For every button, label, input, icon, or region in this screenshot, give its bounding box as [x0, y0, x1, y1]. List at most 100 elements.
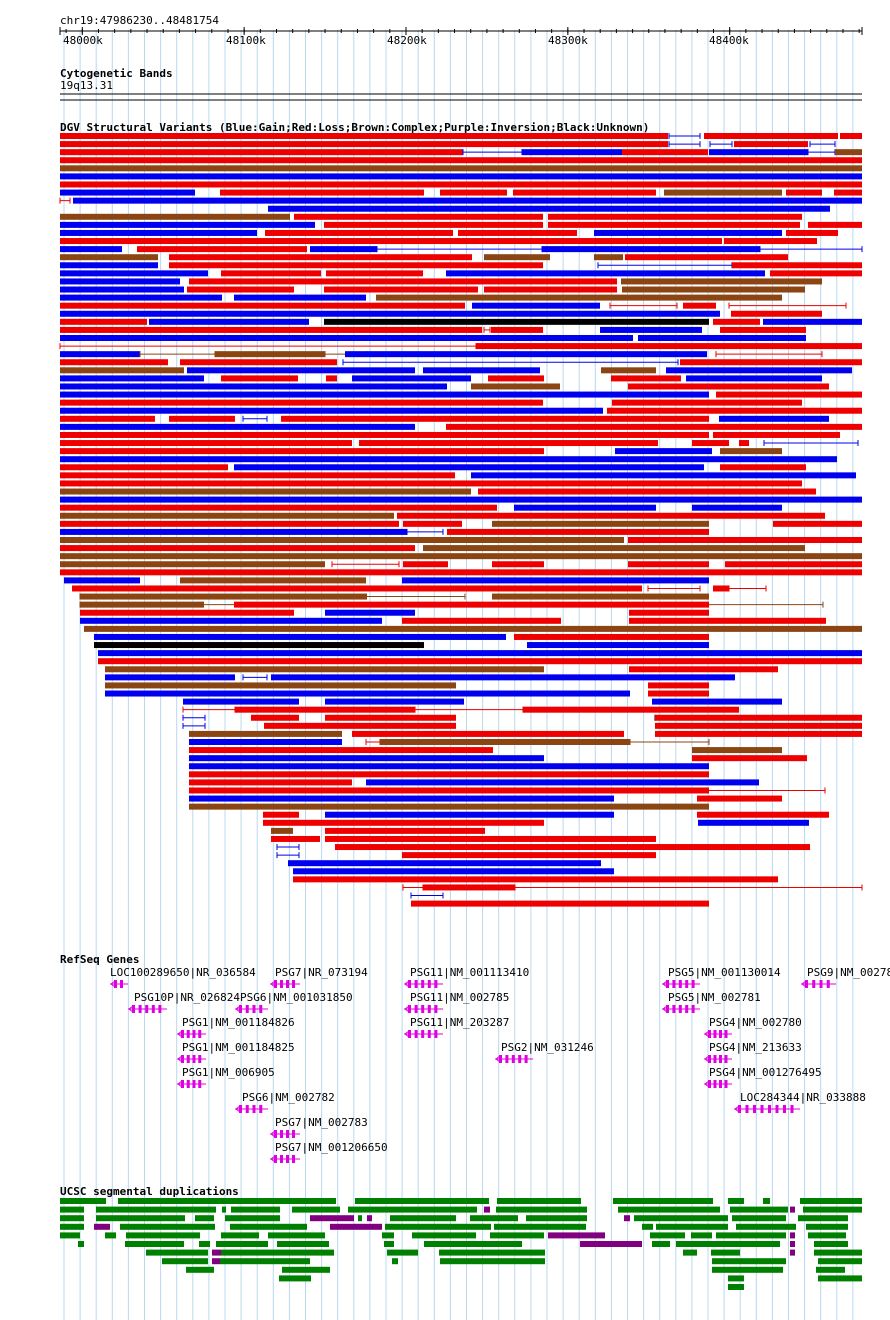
gene-exon — [713, 1055, 717, 1063]
sv-bar — [60, 278, 180, 285]
tick-label-48200k: 48200k — [387, 34, 427, 47]
gene-exon — [292, 1130, 295, 1138]
strand-arrow — [801, 980, 807, 988]
segdup-block — [634, 1215, 728, 1222]
segdup-block — [652, 1241, 670, 1247]
sv-bar — [808, 221, 862, 228]
sv-bar — [629, 609, 709, 616]
sv-bar — [263, 819, 544, 826]
sv-bar — [629, 666, 778, 673]
refseq-gene-label[interactable]: LOC100289650|NR_036584 — [110, 966, 256, 979]
refseq-gene-label[interactable]: PSG7|NR_073194 — [275, 966, 368, 979]
segdup-block — [712, 1266, 783, 1273]
sv-bar — [60, 464, 228, 471]
sv-bar — [80, 609, 294, 616]
sv-bar — [594, 229, 782, 236]
gene-exon — [114, 980, 117, 988]
refseq-gene-label[interactable]: PSG1|NM_001184826 — [182, 1016, 295, 1029]
segdup-block — [818, 1258, 862, 1265]
segdup-block — [330, 1223, 382, 1230]
sv-bar — [189, 787, 709, 794]
strand-arrow — [110, 980, 116, 988]
sv-bar — [440, 189, 507, 196]
sv-bar — [60, 407, 603, 414]
tick-label-48300k: 48300k — [548, 34, 588, 47]
sv-bar — [366, 779, 759, 786]
sv-bar — [840, 133, 862, 139]
refseq-gene-label[interactable]: PSG11|NM_002785 — [410, 991, 510, 1004]
refseq-track-title: RefSeq Genes — [60, 953, 140, 966]
strand-arrow — [662, 980, 668, 988]
sv-bar — [325, 827, 485, 834]
refseq-gene-label[interactable]: PSG11|NM_203287 — [410, 1016, 510, 1029]
refseq-gene-label[interactable]: PSG7|NM_001206650 — [275, 1141, 388, 1154]
segdup-block — [310, 1215, 354, 1222]
sv-bar — [98, 650, 628, 657]
sv-bar — [325, 714, 456, 721]
gene-exon — [181, 1030, 184, 1038]
gene-exon — [192, 1080, 196, 1088]
sv-bar — [60, 270, 208, 277]
sv-bar — [189, 803, 709, 810]
refseq-gene-label[interactable]: PSG5|NM_001130014 — [668, 966, 781, 979]
segdup-block — [96, 1206, 216, 1213]
sv-bar — [720, 464, 806, 471]
sv-bar — [60, 496, 862, 503]
refseq-gene-label[interactable]: PSG6|NM_001031850 — [240, 991, 353, 1004]
strand-arrow — [235, 1005, 241, 1013]
segdup-block — [355, 1198, 489, 1204]
refseq-gene-label[interactable]: PSG10P|NR_026824 — [134, 991, 240, 1004]
refseq-gene-label[interactable]: PSG1|NM_001184825 — [182, 1041, 295, 1054]
sv-bar — [60, 189, 195, 196]
sv-bar — [60, 326, 482, 333]
sv-bar — [402, 852, 656, 859]
sv-bar — [732, 262, 862, 269]
segdup-block — [736, 1223, 796, 1230]
strand-arrow — [270, 980, 276, 988]
sv-bar — [492, 593, 709, 600]
sv-bar — [235, 706, 415, 713]
sv-bar — [60, 254, 158, 261]
gene-exon — [414, 1030, 418, 1038]
sv-bar — [720, 326, 806, 333]
gene-exon — [666, 980, 669, 988]
refseq-gene-label[interactable]: PSG4|NM_002780 — [709, 1016, 802, 1029]
sv-bar — [60, 504, 497, 511]
refseq-gene-label[interactable]: PSG6|NM_002782 — [242, 1091, 335, 1104]
refseq-gene-label[interactable]: PSG4|NM_001276495 — [709, 1066, 822, 1079]
refseq-track[interactable] — [110, 980, 836, 1163]
refseq-gene-label[interactable]: LOC284344|NR_033888 — [740, 1091, 866, 1104]
strand-arrow — [734, 1105, 740, 1113]
sv-bar — [60, 359, 168, 366]
gene-exon — [511, 1055, 515, 1063]
sv-bar — [403, 520, 462, 527]
sv-bar — [293, 868, 614, 875]
sv-bar — [724, 238, 817, 245]
gene-exon — [760, 1105, 764, 1113]
segdup-track[interactable] — [60, 1198, 862, 1290]
segdup-block — [580, 1241, 642, 1247]
gene-exon — [132, 1005, 135, 1013]
sv-bar — [692, 755, 807, 762]
refseq-gene-label[interactable]: PSG2|NM_031246 — [501, 1041, 594, 1054]
strand-arrow — [177, 1030, 183, 1038]
refseq-gene-label[interactable]: PSG1|NM_006905 — [182, 1066, 275, 1079]
refseq-gene-label[interactable]: PSG4|NM_213633 — [709, 1041, 802, 1054]
segdup-block — [186, 1266, 214, 1273]
segdup-block — [800, 1198, 862, 1204]
dgv-track[interactable] — [59, 133, 863, 907]
refseq-gene-label[interactable]: PSG5|NM_002781 — [668, 991, 761, 1004]
sv-bar — [288, 860, 601, 867]
sv-bar — [60, 512, 394, 519]
segdup-block — [60, 1206, 84, 1213]
gene-exon — [427, 1005, 431, 1013]
segdup-block — [548, 1232, 605, 1239]
refseq-gene-label[interactable]: PSG9|NM_002784 — [807, 966, 890, 979]
sv-bar — [628, 650, 862, 657]
refseq-gene-label[interactable]: PSG11|NM_001113410 — [410, 966, 530, 979]
segdup-block — [392, 1258, 398, 1265]
gene-exon — [186, 1080, 190, 1088]
refseq-gene-label[interactable]: PSG7|NM_002783 — [275, 1116, 368, 1129]
segdup-block — [494, 1223, 586, 1230]
